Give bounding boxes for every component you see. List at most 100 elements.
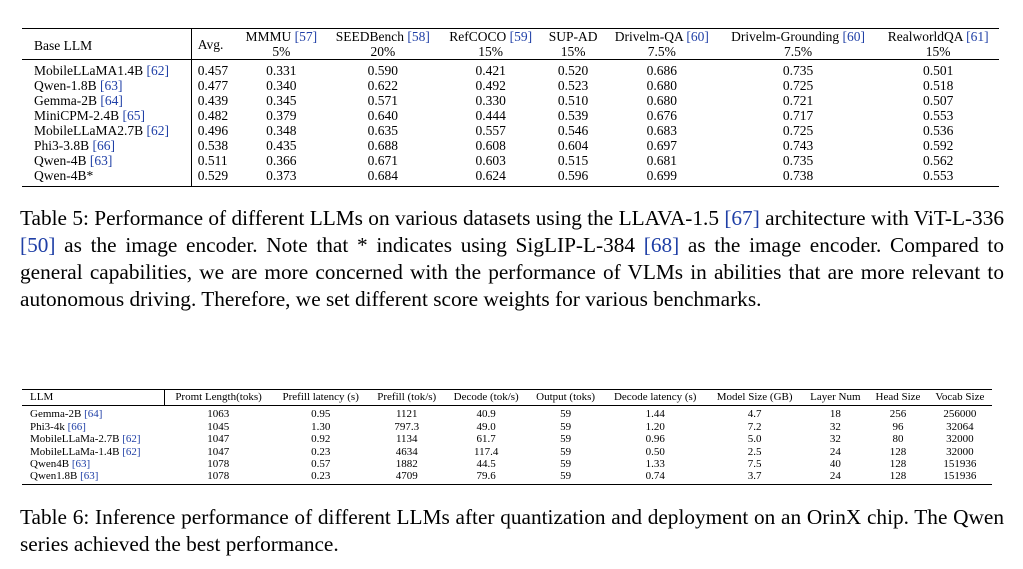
- metric-cell: 117.4: [474, 445, 499, 458]
- metric-cell: 32: [829, 420, 841, 433]
- score-cell: 0.680: [646, 78, 678, 93]
- score-cell: 0.421: [475, 63, 506, 78]
- table-5-column-header: SEEDBench [58]: [325, 28, 440, 44]
- metric-cell: 0.50: [645, 445, 665, 458]
- score-cell: 0.680: [646, 93, 678, 108]
- model-name-cell: MobileLLaMA2.7B [62]: [22, 123, 191, 138]
- score-cell: 0.681: [646, 153, 678, 168]
- column-name: Drivelm-Grounding: [731, 29, 843, 44]
- score-cell: 0.738: [718, 168, 878, 187]
- model-name-cell: MiniCPM-2.4B [65]: [22, 108, 191, 123]
- table-5-column-header: Drivelm-Grounding [60]: [718, 28, 878, 44]
- table-5-column-weight: 20%: [325, 44, 440, 60]
- score-cell: 0.684: [325, 168, 440, 187]
- score-cell: 0.482: [190, 108, 237, 123]
- citation: [64]: [100, 93, 123, 108]
- score-cell: 0.435: [266, 138, 297, 153]
- table-row: Gemma-2B [64] 0.439 0.345 0.571 0.330 0.510 0.…: [22, 93, 999, 108]
- table-row: MiniCPM-2.4B [65] 0.482 0.379 0.640 0.444 0.5…: [22, 108, 999, 123]
- metric-cell: 59: [560, 420, 572, 433]
- score-cell: 0.340: [266, 78, 297, 93]
- score-weight: 15%: [560, 44, 586, 59]
- table-5-column-header: SUP-AD: [541, 28, 605, 44]
- model-name: Qwen4B: [30, 458, 72, 471]
- citation: [60]: [686, 29, 709, 44]
- score-cell: 0.492: [475, 78, 506, 93]
- metric-cell: 1121: [395, 408, 418, 421]
- caption-text: Table 6: Inference performance of differ…: [20, 505, 1004, 556]
- score-cell: 0.725: [782, 123, 814, 138]
- score-cell: 0.553: [922, 108, 954, 123]
- metric-cell: 61.7: [476, 433, 496, 446]
- table-row: MobileLLaMA2.7B [62] 0.496 0.348 0.635 0.557…: [22, 123, 999, 138]
- score-weight: 20%: [370, 44, 396, 59]
- metric-cell: 1.33: [645, 458, 665, 471]
- metric-cell: 0.57: [311, 458, 331, 471]
- score-cell: 0.562: [922, 153, 954, 168]
- model-name: Gemma-2B: [30, 408, 85, 421]
- score-cell: 0.444: [475, 108, 506, 123]
- metric-cell: 40: [829, 458, 841, 471]
- citation: [60]: [842, 29, 866, 44]
- score-cell: 0.501: [922, 63, 954, 78]
- table-5-column-weight: 15%: [541, 44, 605, 60]
- score-cell: 0.735: [782, 153, 814, 168]
- table-5-header-row: Base LLM Avg. MMMU [57] SEEDBench [58] RefCO…: [22, 28, 999, 60]
- model-name-cell: Qwen-1.8B [63]: [22, 78, 191, 93]
- score-cell: 0.608: [475, 138, 506, 153]
- metric-cell: 4709: [368, 470, 445, 485]
- citation: [63]: [80, 470, 99, 483]
- citation: [57]: [294, 29, 318, 44]
- citation: [62]: [146, 123, 170, 138]
- metric-cell: 0.96: [645, 433, 665, 446]
- metric-cell: 1078: [207, 458, 230, 471]
- metric-cell: 80: [892, 433, 904, 446]
- citation: [50]: [20, 233, 56, 257]
- score-cell: 0.379: [266, 108, 297, 123]
- score-cell: 0.553: [877, 168, 999, 187]
- metric-cell: 59: [560, 458, 572, 471]
- model-name-cell: Phi3-4k [66]: [22, 421, 164, 433]
- score-cell: 0.683: [646, 123, 678, 138]
- table-5-column-weight: 15%: [439, 44, 542, 60]
- metric-cell: 128: [889, 458, 907, 471]
- table-6-caption: Table 6: Inference performance of differ…: [20, 504, 1004, 558]
- score-cell: 0.496: [190, 123, 237, 138]
- table-6-column-header: Vocab Size: [927, 388, 992, 407]
- score-cell: 0.640: [367, 108, 399, 123]
- score-weight: 5%: [272, 44, 291, 59]
- table-5-column-header: RealworldQA [61]: [877, 28, 999, 44]
- citation: [63]: [100, 78, 123, 93]
- metric-cell: 0.23: [311, 445, 331, 458]
- metric-cell: 59: [527, 470, 604, 485]
- metric-cell: 797.3: [394, 420, 420, 433]
- table-row: Phi3-4k [66] 1045 1.30 797.3 49.0 59 1.20 7.2 32…: [22, 421, 992, 433]
- model-name-cell: Phi3-3.8B [66]: [22, 138, 191, 153]
- model-name: Gemma-2B: [34, 93, 101, 108]
- column-name: SEEDBench: [335, 29, 408, 44]
- score-cell: 0.717: [782, 108, 814, 123]
- citation: [65]: [122, 108, 146, 123]
- score-cell: 0.571: [367, 93, 399, 108]
- metric-cell: 7.5: [747, 458, 762, 471]
- model-name-cell: Qwen4B [63]: [22, 458, 164, 470]
- metric-cell: 0.74: [603, 470, 707, 485]
- score-cell: 0.345: [266, 93, 297, 108]
- model-name-cell: MobileLLaMA1.4B [62]: [22, 60, 191, 78]
- table-row: Qwen-1.8B [63] 0.477 0.340 0.622 0.492 0.523 0…: [22, 78, 999, 93]
- score-weight: 7.5%: [784, 44, 813, 59]
- table-row: MobileLLaMA1.4B [62] 0.457 0.331 0.590 0.421…: [22, 59, 999, 78]
- caption-text: as the image encoder. Note that * indica…: [55, 233, 644, 257]
- model-name: MobileLLaMA1.4B: [34, 63, 147, 78]
- score-cell: 0.603: [475, 153, 506, 168]
- table-5-column-header: RefCOCO [59]: [439, 28, 542, 44]
- score-cell: 0.735: [782, 63, 814, 78]
- metric-cell: 151936: [943, 458, 977, 471]
- score-cell: 0.699: [604, 168, 719, 187]
- model-name: Phi3-4k: [30, 420, 68, 433]
- score-cell: 0.536: [922, 123, 954, 138]
- score-cell: 0.622: [367, 78, 399, 93]
- table-row: MobileLLaMa-2.7B [62] 1047 0.92 1134 61.7 59 0…: [22, 433, 992, 445]
- citation: [64]: [84, 408, 103, 421]
- column-name: MMMU: [245, 29, 295, 44]
